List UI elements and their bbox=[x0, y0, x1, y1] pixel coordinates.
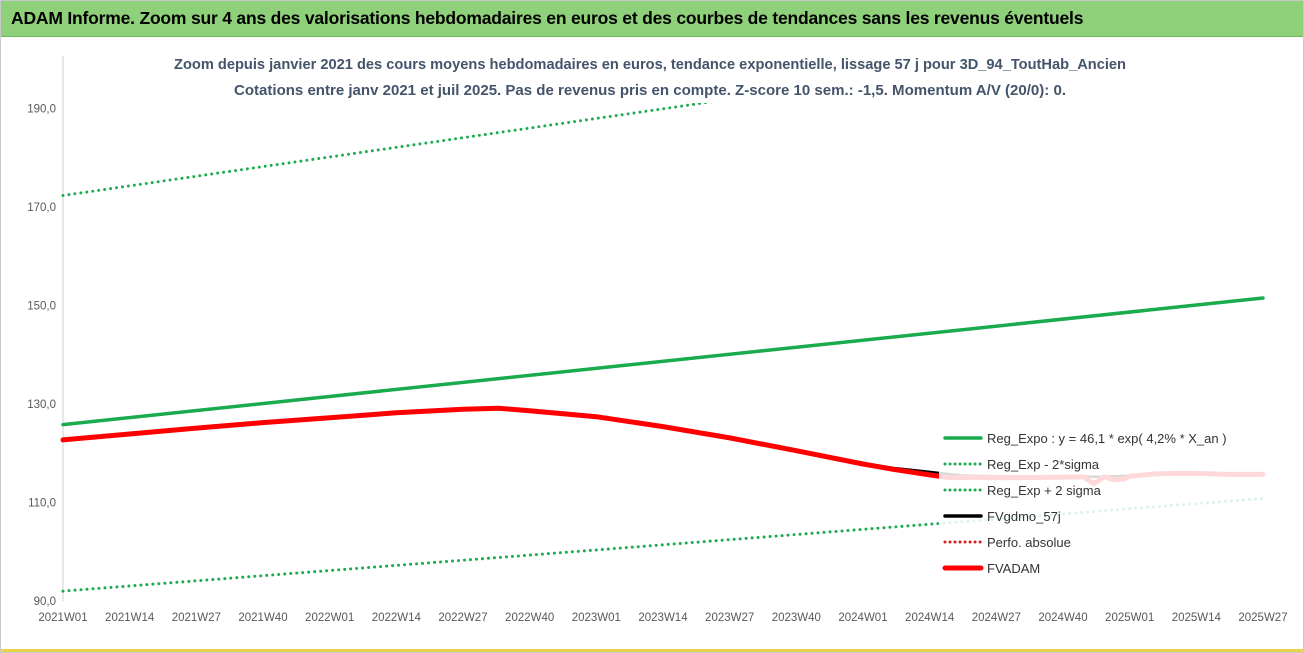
x-tick-label: 2022W27 bbox=[438, 612, 487, 624]
title-background bbox=[161, 47, 1141, 103]
legend-label: FVADAM bbox=[987, 561, 1040, 576]
x-tick-label: 2021W40 bbox=[238, 612, 287, 624]
x-tick-label: 2025W27 bbox=[1238, 612, 1287, 624]
x-tick-label: 2025W14 bbox=[1172, 612, 1222, 624]
x-tick-label: 2023W14 bbox=[638, 612, 688, 624]
report-title: ADAM Informe. Zoom sur 4 ans des valoris… bbox=[11, 8, 1084, 28]
legend: Reg_Expo : y = 46,1 * exp( 4,2% * X_an )… bbox=[939, 431, 1269, 603]
x-tick-label: 2023W40 bbox=[772, 612, 821, 624]
y-tick-label: 150,0 bbox=[27, 300, 56, 312]
x-tick-label: 2023W27 bbox=[705, 612, 754, 624]
x-tick-label: 2022W01 bbox=[305, 612, 354, 624]
x-tick-label: 2021W14 bbox=[105, 612, 155, 624]
legend-label: FVgdmo_57j bbox=[987, 509, 1061, 524]
chart-titles: Zoom depuis janvier 2021 des cours moyen… bbox=[161, 47, 1141, 103]
x-tick-label: 2024W01 bbox=[838, 612, 887, 624]
x-tick-label: 2021W01 bbox=[38, 612, 87, 624]
x-tick-label: 2024W27 bbox=[972, 612, 1021, 624]
y-tick-label: 90,0 bbox=[34, 596, 56, 608]
x-tick-label: 2023W01 bbox=[572, 612, 621, 624]
tick-labels: 2021W01 2021W14 2021W27 2021W40 2022W01 2022W… bbox=[27, 103, 1287, 624]
legend-label: Reg_Exp - 2*sigma bbox=[987, 457, 1100, 472]
legend-background bbox=[939, 455, 1269, 603]
legend-label: Reg_Exp + 2 sigma bbox=[987, 483, 1102, 498]
x-tick-label: 2022W40 bbox=[505, 612, 554, 624]
series-reg-expo-y-46-1-exp-4-2-x-an bbox=[61, 296, 1265, 427]
y-tick-label: 110,0 bbox=[28, 497, 56, 509]
x-tick-label: 2024W14 bbox=[905, 612, 955, 624]
x-tick-label: 2025W01 bbox=[1105, 612, 1154, 624]
legend-label: Perfo. absolue bbox=[987, 535, 1071, 550]
chart-subtitle: Cotations entre janv 2021 et juil 2025. … bbox=[234, 82, 1066, 99]
y-tick-label: 130,0 bbox=[27, 399, 56, 411]
x-tick-label: 2024W40 bbox=[1038, 612, 1087, 624]
chart-title: Zoom depuis janvier 2021 des cours moyen… bbox=[174, 56, 1126, 73]
chart-canvas: 2021W01 2021W14 2021W27 2021W40 2022W01 2022W… bbox=[27, 47, 1288, 624]
report-header: ADAM Informe. Zoom sur 4 ans des valoris… bbox=[1, 1, 1303, 37]
y-tick-label: 190,0 bbox=[27, 103, 56, 115]
series-reg-exp-2-sigma-segment-0 bbox=[61, 82, 839, 197]
y-tick-label: 170,0 bbox=[27, 202, 56, 214]
x-tick-label: 2021W27 bbox=[172, 612, 221, 624]
bottom-accent-bar bbox=[1, 649, 1303, 652]
legend-label: Reg_Expo : y = 46,1 * exp( 4,2% * X_an ) bbox=[987, 431, 1227, 446]
x-tick-label: 2022W14 bbox=[372, 612, 422, 624]
